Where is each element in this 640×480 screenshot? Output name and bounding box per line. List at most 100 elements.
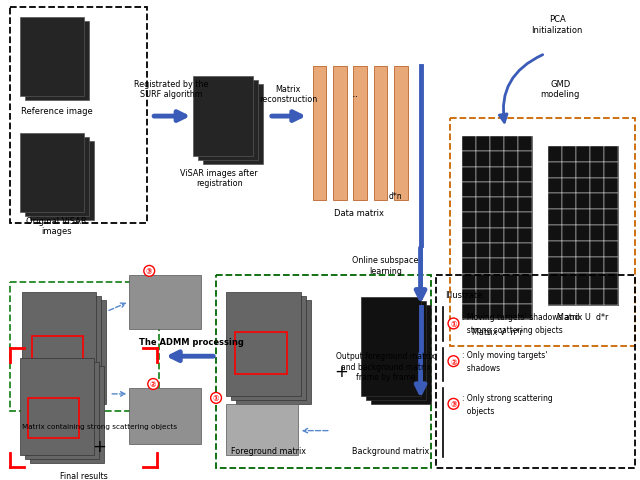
Text: +: + (334, 362, 348, 380)
Bar (24, 22, 90, 101)
Text: Registrated by the
SURF algorithm: Registrated by the SURF algorithm (134, 79, 209, 99)
Bar (29, 366, 104, 463)
Text: Reference image: Reference image (20, 107, 92, 115)
Bar (463, 152, 476, 167)
Bar (24, 362, 99, 459)
Bar (504, 259, 518, 274)
Bar (236, 300, 311, 404)
Bar (504, 167, 518, 182)
Bar (463, 182, 476, 198)
Bar (548, 289, 562, 305)
Text: : Only strong scattering: : Only strong scattering (463, 394, 553, 403)
Bar (226, 404, 298, 456)
Bar (235, 333, 287, 374)
Bar (361, 297, 420, 396)
Bar (476, 182, 490, 198)
Bar (504, 274, 518, 289)
Bar (518, 289, 532, 305)
Text: GMD
modeling: GMD modeling (541, 79, 580, 99)
Bar (576, 194, 590, 210)
Bar (576, 146, 590, 162)
Bar (490, 152, 504, 167)
Text: ②: ② (450, 357, 457, 366)
Bar (20, 133, 84, 213)
Bar (365, 301, 426, 400)
Bar (463, 228, 476, 243)
Bar (20, 18, 84, 97)
Text: Final results: Final results (60, 471, 108, 480)
Bar (476, 152, 490, 167)
Bar (490, 213, 504, 228)
Bar (22, 292, 97, 396)
Bar (374, 67, 387, 201)
Text: PCA
Initialization: PCA Initialization (532, 15, 583, 35)
Text: Illustrate:: Illustrate: (445, 290, 486, 300)
Bar (562, 257, 576, 273)
Bar (463, 167, 476, 182)
Bar (463, 198, 476, 213)
Bar (231, 296, 306, 400)
Bar (604, 226, 618, 241)
Text: ③: ③ (450, 399, 457, 408)
Bar (590, 273, 604, 289)
Text: : Moving targets' shadows and: : Moving targets' shadows and (463, 312, 580, 321)
Bar (490, 274, 504, 289)
Bar (28, 398, 79, 438)
Bar (562, 241, 576, 257)
Bar (590, 257, 604, 273)
Bar (504, 243, 518, 259)
Bar (518, 228, 532, 243)
Bar (193, 77, 253, 156)
Text: ②: ② (150, 380, 156, 389)
Bar (518, 198, 532, 213)
Bar (518, 243, 532, 259)
Text: Matrix U  d*r: Matrix U d*r (557, 312, 609, 321)
Bar (353, 67, 367, 201)
Bar (576, 210, 590, 226)
Bar (576, 241, 590, 257)
Bar (451, 119, 635, 347)
Text: : Only moving targets': : Only moving targets' (463, 350, 548, 359)
Bar (604, 273, 618, 289)
Bar (504, 305, 518, 320)
Bar (576, 178, 590, 194)
Bar (562, 210, 576, 226)
Bar (463, 137, 476, 152)
Bar (548, 194, 562, 210)
Bar (576, 273, 590, 289)
Bar (548, 241, 562, 257)
Bar (476, 213, 490, 228)
Bar (490, 198, 504, 213)
Bar (604, 257, 618, 273)
Bar (504, 213, 518, 228)
Bar (463, 305, 476, 320)
Bar (604, 241, 618, 257)
Bar (490, 167, 504, 182)
Bar (504, 137, 518, 152)
Bar (518, 167, 532, 182)
Bar (31, 336, 83, 378)
Bar (518, 152, 532, 167)
Bar (490, 182, 504, 198)
Bar (10, 282, 159, 411)
Bar (490, 305, 504, 320)
Bar (333, 67, 347, 201)
Bar (562, 226, 576, 241)
Bar (562, 273, 576, 289)
Bar (562, 146, 576, 162)
Bar (226, 292, 301, 396)
Bar (394, 67, 408, 201)
Bar (590, 178, 604, 194)
Bar (490, 259, 504, 274)
Bar (29, 142, 94, 221)
Text: ①: ① (450, 319, 457, 328)
Bar (476, 137, 490, 152)
Bar (313, 67, 326, 201)
Bar (590, 289, 604, 305)
Text: Background matrix: Background matrix (352, 446, 429, 455)
Bar (548, 257, 562, 273)
Bar (504, 228, 518, 243)
Bar (476, 305, 490, 320)
Bar (20, 359, 94, 456)
Bar (576, 162, 590, 178)
